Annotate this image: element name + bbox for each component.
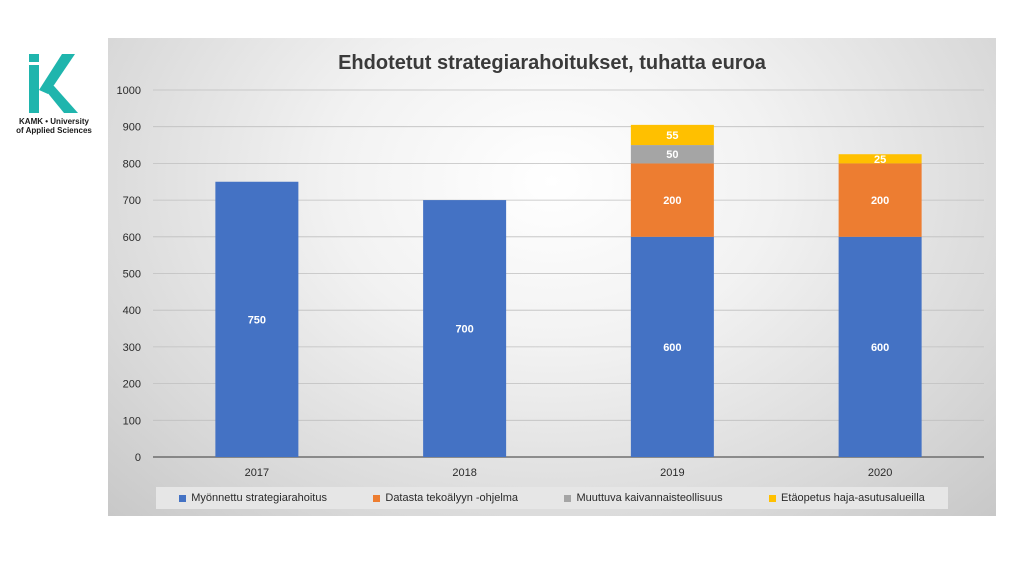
y-tick-label: 1000 bbox=[117, 85, 141, 97]
data-label: 55 bbox=[666, 130, 678, 142]
data-label: 200 bbox=[871, 195, 889, 207]
y-tick-label: 300 bbox=[123, 342, 141, 354]
data-label: 600 bbox=[871, 342, 889, 354]
x-tick-label: 2019 bbox=[660, 467, 684, 479]
legend-item: Datasta tekoälyyn -ohjelma bbox=[373, 492, 518, 504]
logo-text: KAMK • University of Applied Sciences bbox=[14, 117, 94, 135]
data-label: 200 bbox=[663, 195, 681, 207]
legend-swatch bbox=[769, 494, 777, 502]
legend-swatch bbox=[564, 494, 572, 502]
y-tick-label: 100 bbox=[123, 415, 141, 427]
y-axis-ticks: 0 100 200 300 400 500 600 700 800 900 1000 bbox=[117, 85, 141, 464]
logo-line-2: of Applied Sciences bbox=[16, 126, 92, 135]
y-tick-label: 900 bbox=[123, 122, 141, 134]
y-tick-label: 800 bbox=[123, 158, 141, 170]
x-tick-label: 2020 bbox=[868, 467, 892, 479]
legend-swatch bbox=[179, 494, 187, 502]
bar-segment bbox=[630, 163, 714, 237]
data-label: 700 bbox=[455, 324, 473, 336]
bar-segment bbox=[630, 236, 714, 457]
legend-label: Etäopetus haja-asutusalueilla bbox=[781, 492, 925, 504]
data-label: 600 bbox=[663, 342, 681, 354]
x-tick-label: 2018 bbox=[452, 467, 476, 479]
legend-swatch bbox=[373, 494, 381, 502]
data-label: 25 bbox=[874, 154, 886, 166]
legend-item: Muuttuva kaivannaisteollisuus bbox=[564, 492, 723, 504]
data-label: 50 bbox=[666, 149, 678, 161]
bar-segment bbox=[630, 145, 714, 164]
bar-segment bbox=[838, 154, 922, 164]
legend-item: Myönnettu strategiarahoitus bbox=[179, 492, 327, 504]
y-tick-label: 200 bbox=[123, 379, 141, 391]
legend-label: Datasta tekoälyyn -ohjelma bbox=[385, 492, 519, 504]
y-tick-label: 700 bbox=[123, 195, 141, 207]
legend-item: Etäopetus haja-asutusalueilla bbox=[769, 492, 925, 504]
bar-segment bbox=[838, 163, 922, 237]
bar-segment bbox=[838, 236, 922, 457]
x-axis-ticks: 2017 2018 2019 2020 bbox=[245, 467, 893, 479]
bar-segment bbox=[215, 181, 299, 457]
legend-label: Muuttuva kaivannaisteollisuus bbox=[576, 492, 723, 504]
data-label: 750 bbox=[248, 314, 266, 326]
legend-label: Myönnettu strategiarahoitus bbox=[191, 492, 327, 504]
y-tick-label: 0 bbox=[135, 452, 141, 464]
bars: 750 700 600 200 50 55 600 200 25 bbox=[215, 124, 922, 457]
bar-segment bbox=[630, 124, 714, 146]
legend: Myönnettu strategiarahoitus Datasta tekoä… bbox=[156, 487, 948, 509]
x-tick-label: 2017 bbox=[245, 467, 269, 479]
chart-title: Ehdotetut strategiarahoitukset, tuhatta … bbox=[338, 52, 767, 74]
bar-segment bbox=[423, 200, 507, 457]
kamk-logo-mark bbox=[29, 54, 78, 113]
y-tick-label: 500 bbox=[123, 269, 141, 281]
y-tick-label: 600 bbox=[123, 232, 141, 244]
kamk-logo bbox=[18, 50, 98, 140]
y-tick-label: 400 bbox=[123, 305, 141, 317]
logo-line-1: KAMK • University bbox=[19, 117, 89, 126]
